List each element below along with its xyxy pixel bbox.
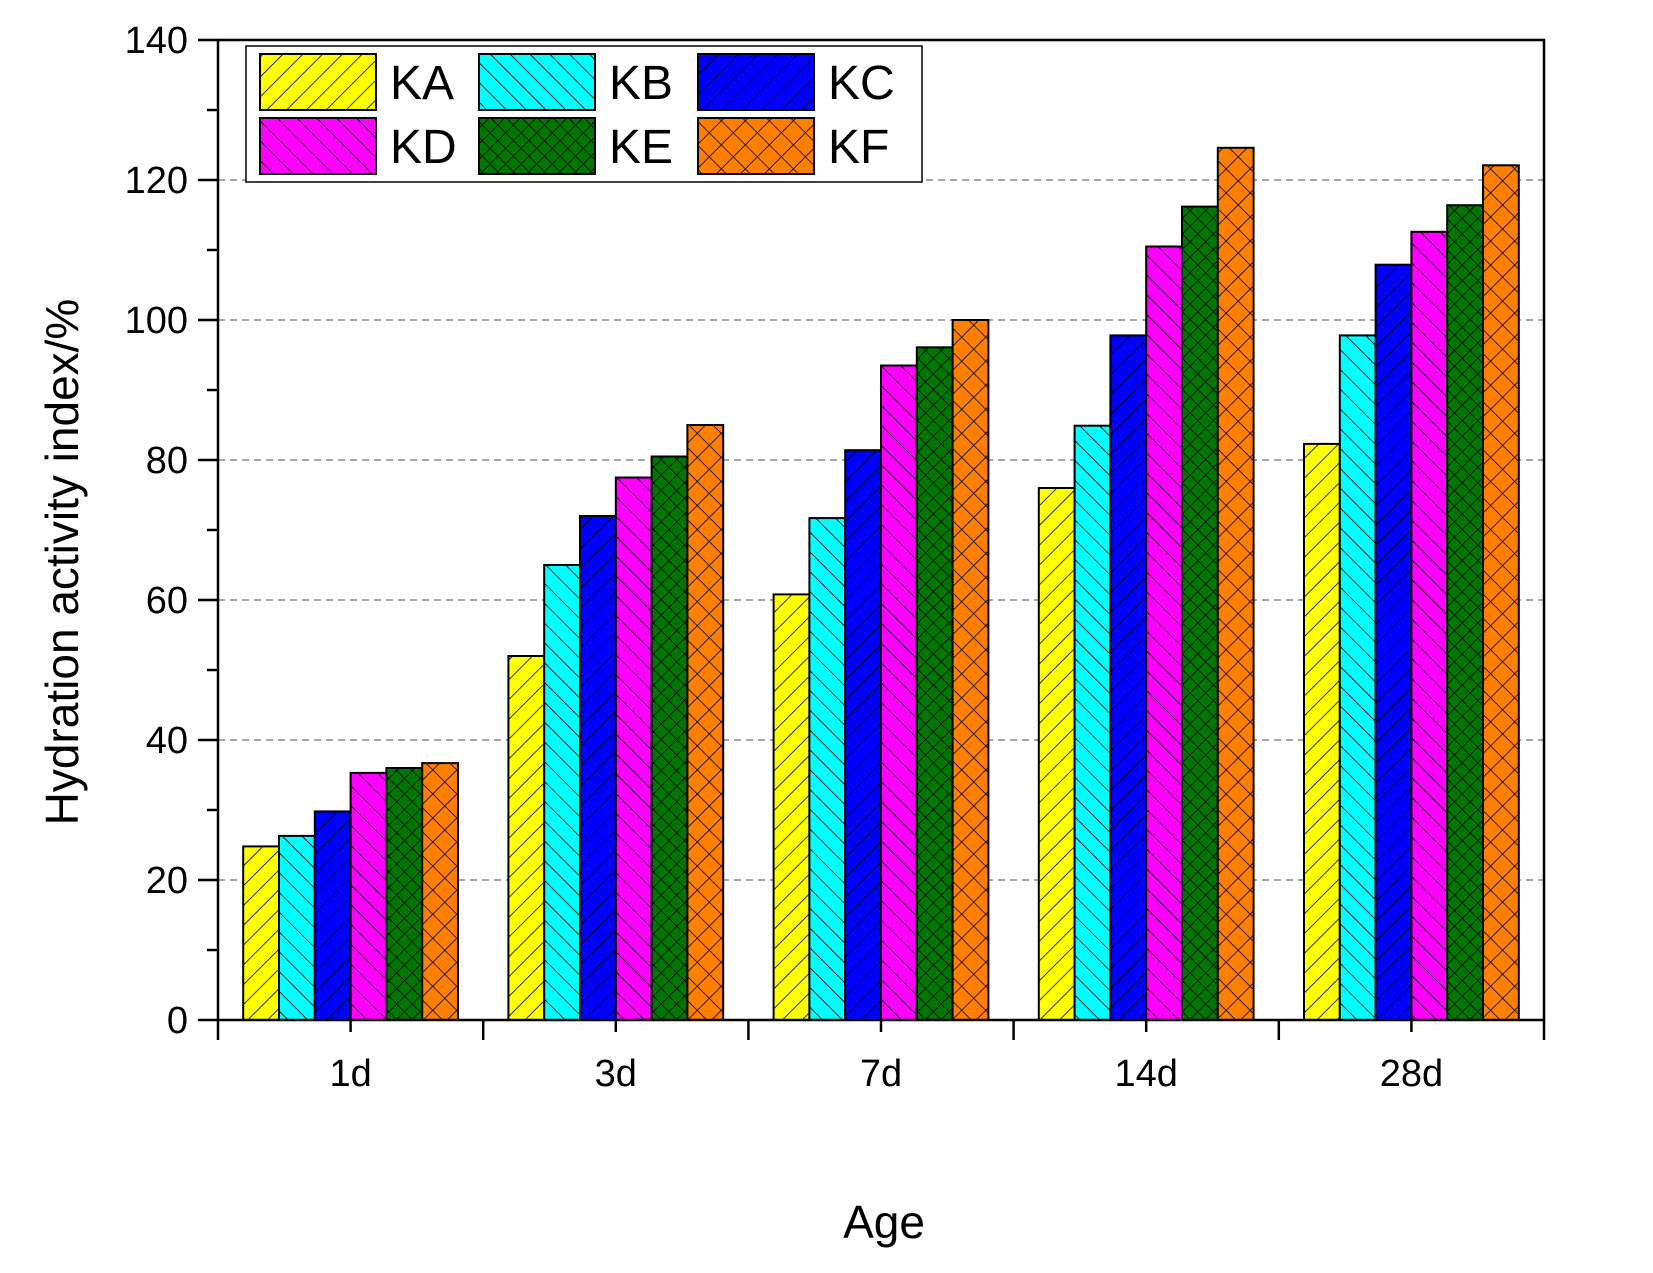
bar-hatch-kf-3d [686,424,725,1021]
legend-label-kb: KB [609,57,673,110]
bar-hatch-ke-14d [1181,205,1219,1022]
bar-hatch-kd-28d [1410,230,1449,1022]
x-tick-label: 28d [1380,1053,1443,1095]
legend-swatch-hatch-ke [478,117,596,175]
y-tick-label: 80 [146,440,188,482]
bar-hatch-ke-3d [650,455,689,1021]
axes: 0 20 40 60 80 100 120 140 1d 3d 7d 14d 28d [125,20,1546,1095]
bar-hatch-kd-3d [614,476,653,1021]
bar-hatch-kf-14d [1216,146,1255,1022]
y-tick-label: 40 [146,720,188,762]
bar-hatch-kf-1d [421,762,460,1021]
bar-hatch-ke-7d [915,346,954,1021]
bar-hatch-kf-28d [1482,164,1520,1022]
bar-hatch-kc-28d [1374,263,1413,1021]
bar-hatch-ka-14d [1037,487,1076,1021]
bar-hatch-ka-1d [242,845,280,1022]
legend-swatch-hatch-ka [259,53,377,111]
bar-hatch-ke-28d [1446,204,1484,1021]
legend-label-ka: KA [390,57,454,110]
bar-hatch-kb-28d [1338,334,1377,1021]
legend-label-kc: KC [828,57,895,110]
bar-hatch-ka-7d [772,593,811,1022]
bar-hatch-kb-14d [1073,424,1112,1021]
y-tick-label: 140 [125,20,188,62]
y-tick-label: 20 [146,860,188,902]
bar-hatch-kd-7d [880,364,918,1021]
legend-label-ke: KE [609,121,673,174]
x-axis-label: Age [843,1196,925,1248]
bar-hatch-kf-7d [951,319,990,1021]
bar-hatch-kd-14d [1145,245,1183,1021]
bar-hatch-kd-1d [349,771,388,1022]
legend-swatch-hatch-kb [478,53,596,111]
bar-hatch-kc-7d [844,449,883,1021]
bar-hatch-ka-3d [507,655,546,1021]
bar-hatch-kc-1d [313,810,352,1022]
y-tick-label: 120 [125,160,188,202]
y-tick-label: 0 [167,1000,188,1042]
y-tick-label: 100 [125,300,188,342]
bar-hatch-kc-3d [579,515,617,1021]
bar-hatch-kc-14d [1109,334,1148,1021]
y-tick-label: 60 [146,580,188,622]
bars [242,146,1520,1022]
legend-label-kd: KD [390,121,457,174]
y-axis-label: Hydration activity index/% [36,299,88,826]
bar-hatch-kb-1d [278,834,316,1022]
legend-label-kf: KF [828,121,889,174]
bar-hatch-kb-7d [808,517,847,1021]
legend-swatch-hatch-kc [697,53,815,111]
x-tick-label: 14d [1114,1053,1177,1095]
bar-hatch-ka-28d [1303,442,1341,1021]
x-tick-label: 1d [329,1053,371,1095]
bar-hatch-kb-3d [543,564,582,1021]
legend-swatch-hatch-kd [259,117,377,175]
legend: KA KB KC KD KE KF [245,45,923,183]
x-tick-label: 3d [595,1053,637,1095]
bar-hatch-ke-1d [385,767,424,1021]
legend-swatch-hatch-kf [697,117,815,175]
x-tick-label: 7d [860,1053,902,1095]
